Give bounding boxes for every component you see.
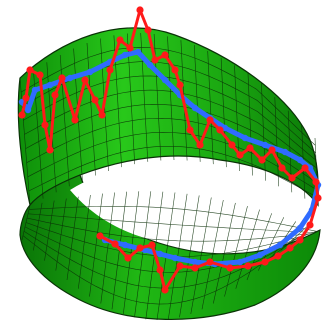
smooth-curve-point [86,68,94,76]
mesh-line [26,217,310,242]
mesh-line [73,48,83,181]
noisy-curve-point [98,111,106,119]
noisy-curve-point [286,244,294,252]
smooth-curve-point [31,86,39,94]
noisy-curve-point [36,71,44,79]
noisy-curve-point [136,6,144,14]
smooth-curve-point [121,241,129,249]
noisy-curve-point [58,74,66,82]
smooth-curve-point [46,81,54,89]
noisy-curve-point [186,126,194,134]
noisy-curve-point [148,241,156,249]
smooth-curve-point [306,164,314,172]
mesh-line [28,146,318,198]
noisy-curve-point [116,36,124,44]
smooth-curve-point [24,106,32,114]
smooth-curve-point [261,141,269,149]
smooth-curve [18,48,322,268]
noisy-curve-point [161,51,169,59]
noisy-curve-point [124,254,132,262]
noisy-curve-point [196,141,204,149]
noisy-curve-point [91,96,99,104]
noisy-curve-point [111,240,119,248]
mesh-line [247,73,253,176]
smooth-curve-point [241,134,249,142]
smooth-curve-point [191,104,199,112]
noisy-curve-point [236,151,244,159]
noisy-curve-point [216,126,224,134]
mobius-surface [17,27,321,321]
noisy-curve-point [206,258,214,266]
smooth-curve-point [276,241,284,249]
noisy-curve-point [71,116,79,124]
noisy-curve-point [246,144,254,152]
mesh-line [261,83,266,181]
noisy-curve-point [171,66,179,74]
mesh-line [220,57,227,168]
noisy-curve-point [306,221,314,229]
noisy-curve-point [22,94,30,102]
noisy-curve-point [96,232,104,240]
smooth-curve-point [171,254,179,262]
noisy-curve-point [151,56,159,64]
noisy-curve-point [81,76,89,84]
noisy-curve-point [206,116,214,124]
noisy-curve [18,6,322,294]
mesh-line [167,36,175,161]
noisy-curve-point [106,66,114,74]
noisy-curve-point [156,266,164,274]
smooth-curve-point [161,76,169,84]
noisy-curve-point [301,164,309,172]
noisy-curve-point [226,264,234,272]
noisy-curve-line [20,8,320,292]
noisy-curve-point [18,111,26,119]
noisy-curve-point [244,262,252,270]
noisy-curve-point [41,121,49,129]
noisy-curve-point [228,141,236,149]
noisy-curve-point [126,44,134,52]
noisy-curve-point [176,262,184,270]
smooth-curve-point [134,48,142,56]
noisy-curve-point [296,236,304,244]
smooth-curve-point [191,258,199,266]
noisy-curve-point [161,286,169,294]
smooth-curve-point [146,61,154,69]
mesh-line [274,97,279,187]
noisy-curve-point [136,244,144,252]
noisy-curve-point [274,252,282,260]
noisy-curve-point [258,156,266,164]
mesh-line [28,205,317,232]
noisy-curve-point [144,26,152,34]
mesh-line [20,47,316,146]
smooth-curve-point [236,258,244,266]
mesh-line [27,213,314,233]
noisy-curve-point [46,146,54,154]
smooth-curve-point [296,156,304,164]
smooth-curve-point [256,251,264,259]
mesh-line [23,75,317,161]
noisy-curve-point [261,258,269,266]
strip-hole [70,161,315,247]
noisy-curve-point [312,178,320,186]
noisy-curve-point [278,164,286,172]
noisy-curve-point [26,66,34,74]
noisy-curve-point [176,81,184,89]
mesh-line [22,235,296,305]
noisy-curve-point [268,146,276,154]
smooth-curve-point [296,224,304,232]
mesh-line [207,50,214,165]
smooth-curve-point [66,74,74,82]
mesh-line [86,42,96,176]
mesh-line [27,131,318,191]
smooth-curve-point [121,51,129,59]
noisy-curve-point [191,264,199,272]
mesh-line [25,103,317,176]
noisy-curve-point [51,91,59,99]
noisy-curve-point [288,174,296,182]
smooth-curve-point [281,148,289,156]
smooth-curve-point [156,250,164,258]
noisy-curve-point [314,194,322,202]
